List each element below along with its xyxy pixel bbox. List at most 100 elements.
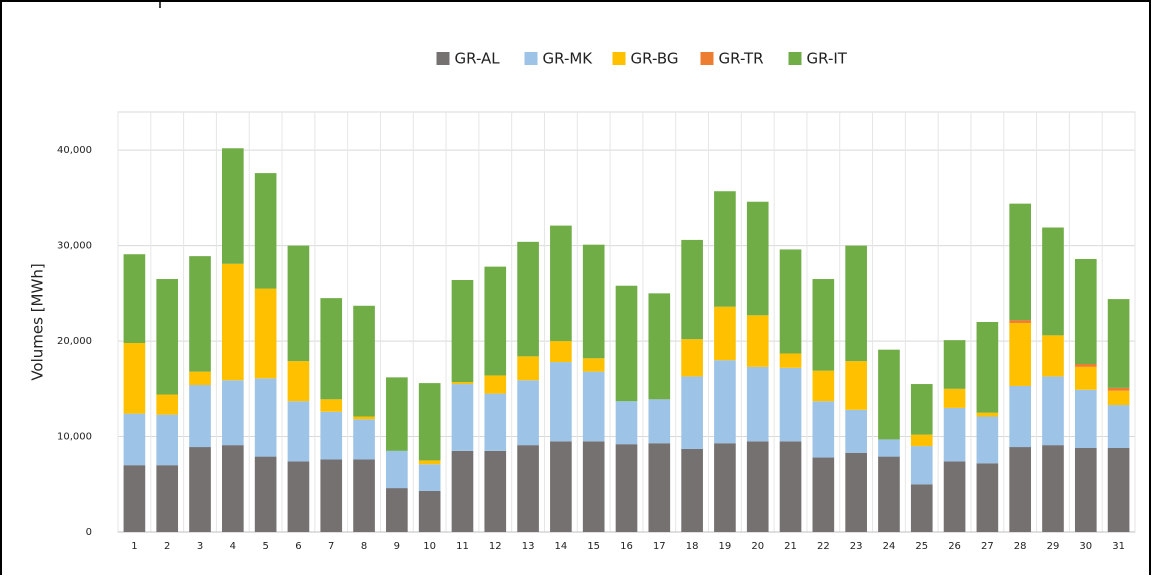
- bar-segment: [976, 412, 999, 417]
- x-tick-label: 16: [620, 541, 633, 552]
- bar-segment: [1074, 448, 1097, 532]
- bar-segment: [254, 456, 277, 532]
- bar-segment: [1042, 445, 1064, 532]
- bar-segment: [156, 394, 179, 415]
- bar-segment: [746, 315, 769, 367]
- bar-segment: [156, 414, 179, 466]
- bar-segment: [189, 371, 211, 385]
- bar-segment: [845, 409, 867, 453]
- y-tick-label: 40,000: [57, 145, 92, 156]
- bar-segment: [484, 266, 507, 376]
- x-tick-label: 22: [817, 541, 830, 552]
- bar-segment: [189, 385, 211, 448]
- legend-swatch: [612, 52, 626, 65]
- bar-segment: [353, 305, 375, 417]
- bar-segment: [878, 456, 900, 532]
- bar-segment: [1009, 203, 1032, 321]
- bar-segment: [714, 191, 736, 307]
- bar-segment: [550, 362, 572, 442]
- bar-segment: [878, 349, 900, 440]
- bar-segment: [254, 378, 277, 457]
- bar-segment: [615, 444, 638, 532]
- x-tick-label: 14: [555, 541, 568, 552]
- bar-segment: [386, 488, 408, 532]
- bar-segment: [648, 399, 671, 444]
- bar-segment: [615, 285, 638, 402]
- bar-segment: [779, 367, 802, 442]
- bar-segment: [550, 341, 572, 363]
- legend: GR-AL GR-MK GR-BG GR-TR GR-IT: [436, 50, 848, 68]
- x-tick-label: 21: [784, 541, 797, 552]
- bar-segment: [714, 306, 736, 361]
- x-tick-label: 24: [883, 541, 896, 552]
- bar-segment: [943, 407, 966, 462]
- bar-segment: [910, 384, 933, 435]
- bar-segment: [845, 452, 867, 532]
- bar-segment: [484, 393, 507, 451]
- bar-segment: [582, 358, 605, 372]
- legend-swatch: [700, 52, 714, 65]
- bar-segment: [123, 413, 146, 466]
- bar-segment: [943, 340, 966, 389]
- bar-segment: [1009, 320, 1032, 323]
- bar-segment: [287, 361, 310, 402]
- bar-segment: [681, 239, 703, 340]
- bar-segment: [418, 490, 441, 532]
- x-tick-label: 6: [295, 541, 301, 552]
- y-tick-label: 0: [86, 527, 92, 538]
- bar-segment: [517, 356, 539, 381]
- bar-segment: [386, 377, 408, 451]
- bar-segment: [845, 361, 867, 410]
- bar-segment: [1074, 389, 1097, 448]
- bar-segment: [287, 245, 310, 362]
- bar-segment: [779, 249, 802, 354]
- bar-segment: [615, 401, 638, 445]
- bar-segment: [451, 280, 474, 383]
- bar-segment: [746, 366, 769, 442]
- bar-segment: [878, 439, 900, 457]
- bar-segment: [681, 376, 703, 449]
- bar-segment: [221, 445, 244, 532]
- x-tick-label: 9: [394, 541, 400, 552]
- bar-segment: [976, 322, 999, 413]
- bar-segment: [976, 463, 999, 532]
- bar-segment: [582, 441, 605, 532]
- x-tick-label: 11: [456, 541, 469, 552]
- bar-segment: [910, 484, 933, 532]
- x-tick-label: 27: [981, 541, 994, 552]
- x-tick-label: 4: [230, 541, 236, 552]
- x-tick-label: 5: [262, 541, 268, 552]
- bar-segment: [517, 380, 539, 446]
- x-tick-label: 19: [719, 541, 732, 552]
- bar-segment: [156, 465, 179, 532]
- bar-segment: [714, 443, 736, 532]
- x-tick-label: 1: [131, 541, 137, 552]
- x-tick-label: 30: [1079, 541, 1092, 552]
- x-tick-label: 28: [1014, 541, 1027, 552]
- bar-segment: [582, 244, 605, 359]
- bar-segment: [976, 416, 999, 464]
- bar-segment: [189, 447, 211, 532]
- bar-segment: [353, 416, 375, 420]
- bar-segment: [451, 384, 474, 451]
- bar-segment: [1107, 405, 1130, 448]
- bar-segment: [254, 173, 277, 289]
- x-tick-label: 13: [522, 541, 535, 552]
- x-tick-label: 15: [587, 541, 600, 552]
- bar-segment: [189, 256, 211, 372]
- bar-segment: [123, 343, 146, 414]
- x-tick-label: 26: [948, 541, 961, 552]
- x-tick-label: 29: [1047, 541, 1060, 552]
- bar-segment: [582, 371, 605, 442]
- bar-segment: [156, 279, 179, 395]
- bar-segment: [1042, 376, 1064, 446]
- bar-segment: [648, 443, 671, 532]
- bar-segment: [221, 380, 244, 446]
- bar-segment: [681, 448, 703, 532]
- x-tick-label: 18: [686, 541, 699, 552]
- bar-segment: [451, 450, 474, 532]
- y-tick-label: 20,000: [57, 336, 92, 347]
- bar-segment: [1042, 227, 1064, 336]
- x-tick-label: 20: [751, 541, 764, 552]
